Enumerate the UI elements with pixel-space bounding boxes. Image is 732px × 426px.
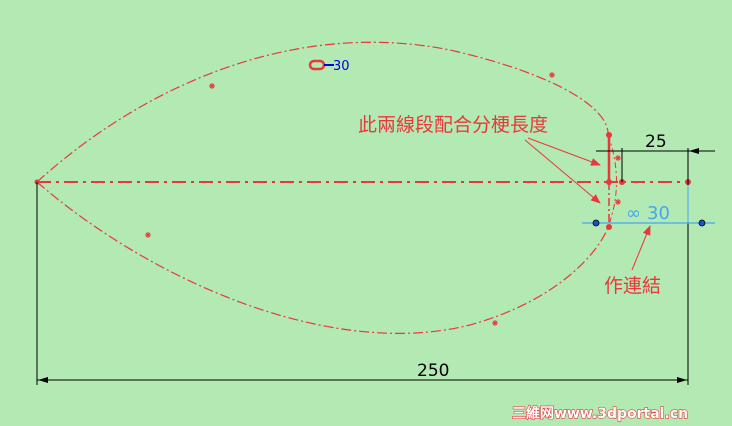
sketch-points[interactable] [34,132,692,230]
annotation-top: 此兩線段配合分梗長度 [358,114,548,136]
watermark: 三維网www.3dportal.cn [512,405,688,422]
relation-tag-value: 30 [333,59,350,74]
dimension-250[interactable]: 250 [36,182,689,385]
upper-spline[interactable] [36,41,609,183]
linked-dimension-30[interactable]: ∞ 30 [582,185,715,227]
link-icon: ∞ [626,203,641,224]
dimension-25[interactable]: 25 [596,132,715,250]
relation-tag[interactable]: 30 [308,59,350,74]
linked-dimension-text: 30 [647,203,670,224]
dimension-250-text: 250 [417,361,449,381]
annotation-bottom: 作連結 [604,275,661,297]
lower-spline[interactable] [36,181,609,334]
spline-handles[interactable] [145,72,621,326]
annotation-arrow-2 [524,139,601,204]
annotation-arrow-1 [527,137,601,166]
dimension-25-text: 25 [645,132,667,152]
annotation-arrow-3 [631,225,651,271]
